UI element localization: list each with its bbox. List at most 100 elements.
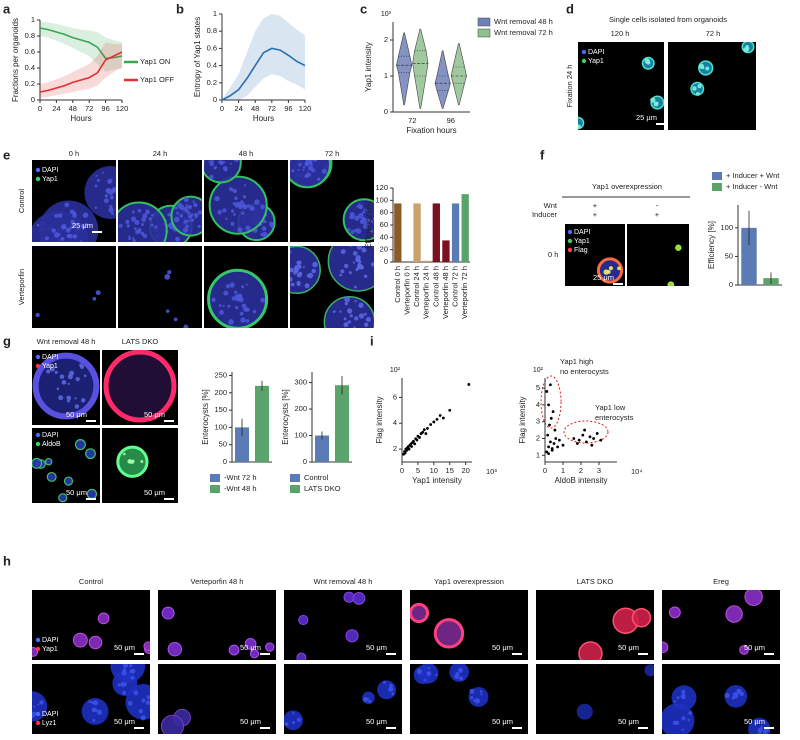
nucleus bbox=[59, 374, 65, 380]
nucleus bbox=[131, 237, 135, 240]
nucleus bbox=[185, 224, 189, 228]
nucleus bbox=[61, 380, 67, 385]
nucleus bbox=[260, 204, 265, 210]
condition-value: - bbox=[656, 201, 659, 210]
nucleus bbox=[226, 154, 228, 156]
nucleus bbox=[459, 677, 463, 680]
nucleus bbox=[346, 308, 353, 314]
point bbox=[588, 435, 592, 439]
nucleus bbox=[133, 227, 137, 230]
nucleus bbox=[363, 274, 368, 278]
point bbox=[403, 451, 407, 455]
nucleus bbox=[351, 329, 355, 333]
y-tick-label: 0.2 bbox=[25, 79, 35, 88]
nucleus bbox=[151, 701, 155, 705]
legend-dot bbox=[35, 176, 41, 182]
legend-label: LATS DKO bbox=[304, 484, 341, 493]
nucleus bbox=[225, 284, 231, 289]
nucleus bbox=[292, 721, 296, 725]
y-tick-label: 0.4 bbox=[25, 63, 35, 72]
x-axis-label: Hours bbox=[253, 114, 274, 123]
micrograph bbox=[118, 246, 202, 328]
legend-dot bbox=[35, 363, 41, 369]
scale-label: 50 μm bbox=[618, 643, 639, 652]
condition-value: + bbox=[593, 210, 598, 219]
legend-label: DAPI bbox=[42, 711, 58, 718]
micrograph-content bbox=[690, 42, 755, 96]
cell bbox=[118, 201, 168, 242]
y-tick-label: 60 bbox=[380, 220, 388, 229]
nucleus bbox=[376, 271, 379, 274]
x-tick-label: Verteporfin 24 h bbox=[422, 266, 431, 319]
nucleus bbox=[578, 124, 581, 129]
nucleus bbox=[389, 683, 393, 688]
legend-label: Control bbox=[304, 473, 329, 482]
nucleus bbox=[673, 700, 677, 703]
micrograph-content bbox=[410, 602, 465, 649]
nucleus bbox=[130, 675, 135, 680]
nucleus bbox=[151, 213, 154, 217]
nucleus bbox=[233, 213, 236, 216]
nucleus bbox=[57, 233, 61, 236]
nucleus bbox=[353, 285, 357, 289]
cell bbox=[345, 629, 359, 643]
micrograph-content bbox=[296, 591, 366, 660]
condition-label: Inducer bbox=[532, 210, 558, 219]
row-label: Fixation 24 h bbox=[565, 65, 574, 108]
legend-dot bbox=[567, 229, 573, 235]
nucleus bbox=[108, 207, 114, 213]
legend-dot bbox=[581, 49, 587, 55]
cell bbox=[160, 714, 185, 734]
y-axis-label: Efficiency [%] bbox=[364, 201, 373, 249]
nucleus bbox=[296, 717, 302, 722]
nucleus bbox=[70, 219, 75, 225]
y-tick-label: 40 bbox=[380, 232, 388, 241]
y-axis-label: Efficiency [%] bbox=[707, 221, 716, 269]
y-tick-label: 200 bbox=[294, 404, 307, 413]
nucleus bbox=[235, 298, 238, 301]
nucleus bbox=[650, 97, 656, 103]
micrograph-content bbox=[290, 246, 379, 333]
nucleus bbox=[72, 213, 78, 218]
nucleus bbox=[218, 154, 223, 159]
nucleus bbox=[82, 212, 89, 218]
cell bbox=[343, 591, 355, 603]
nucleus bbox=[217, 209, 223, 215]
x-tick-label: 15 bbox=[446, 466, 454, 475]
nucleus bbox=[681, 728, 684, 731]
nucleus bbox=[111, 212, 114, 215]
nucleus bbox=[146, 695, 150, 700]
nucleus bbox=[369, 229, 374, 233]
nucleus bbox=[62, 224, 67, 229]
nucleus bbox=[314, 153, 319, 158]
cell bbox=[44, 457, 53, 466]
nucleus bbox=[349, 246, 353, 247]
nucleus bbox=[122, 668, 127, 672]
nucleus bbox=[311, 168, 315, 173]
nucleus bbox=[234, 290, 238, 294]
nucleus bbox=[676, 696, 680, 700]
micrograph-content bbox=[116, 445, 149, 478]
nucleus bbox=[223, 290, 229, 296]
nucleus bbox=[349, 212, 355, 218]
nucleus bbox=[141, 698, 146, 703]
nucleus bbox=[358, 329, 362, 333]
nucleus bbox=[94, 206, 98, 209]
nucleus bbox=[185, 205, 188, 209]
nucleus bbox=[365, 316, 372, 323]
nucleus bbox=[305, 173, 309, 177]
nucleus bbox=[185, 203, 188, 207]
nucleus bbox=[130, 668, 136, 674]
x-tick-label: Control 0 h bbox=[393, 266, 402, 303]
nucleus bbox=[142, 213, 148, 219]
nucleus bbox=[128, 235, 131, 239]
micrograph-content bbox=[667, 244, 682, 286]
nucleus bbox=[345, 330, 348, 333]
y-tick-label: 0 bbox=[303, 457, 307, 466]
scale-label: 50 μm bbox=[144, 410, 165, 419]
nucleus bbox=[350, 229, 355, 234]
point bbox=[553, 428, 557, 432]
nucleus bbox=[115, 192, 116, 194]
legend-swatch bbox=[290, 485, 300, 493]
cell bbox=[97, 612, 110, 625]
